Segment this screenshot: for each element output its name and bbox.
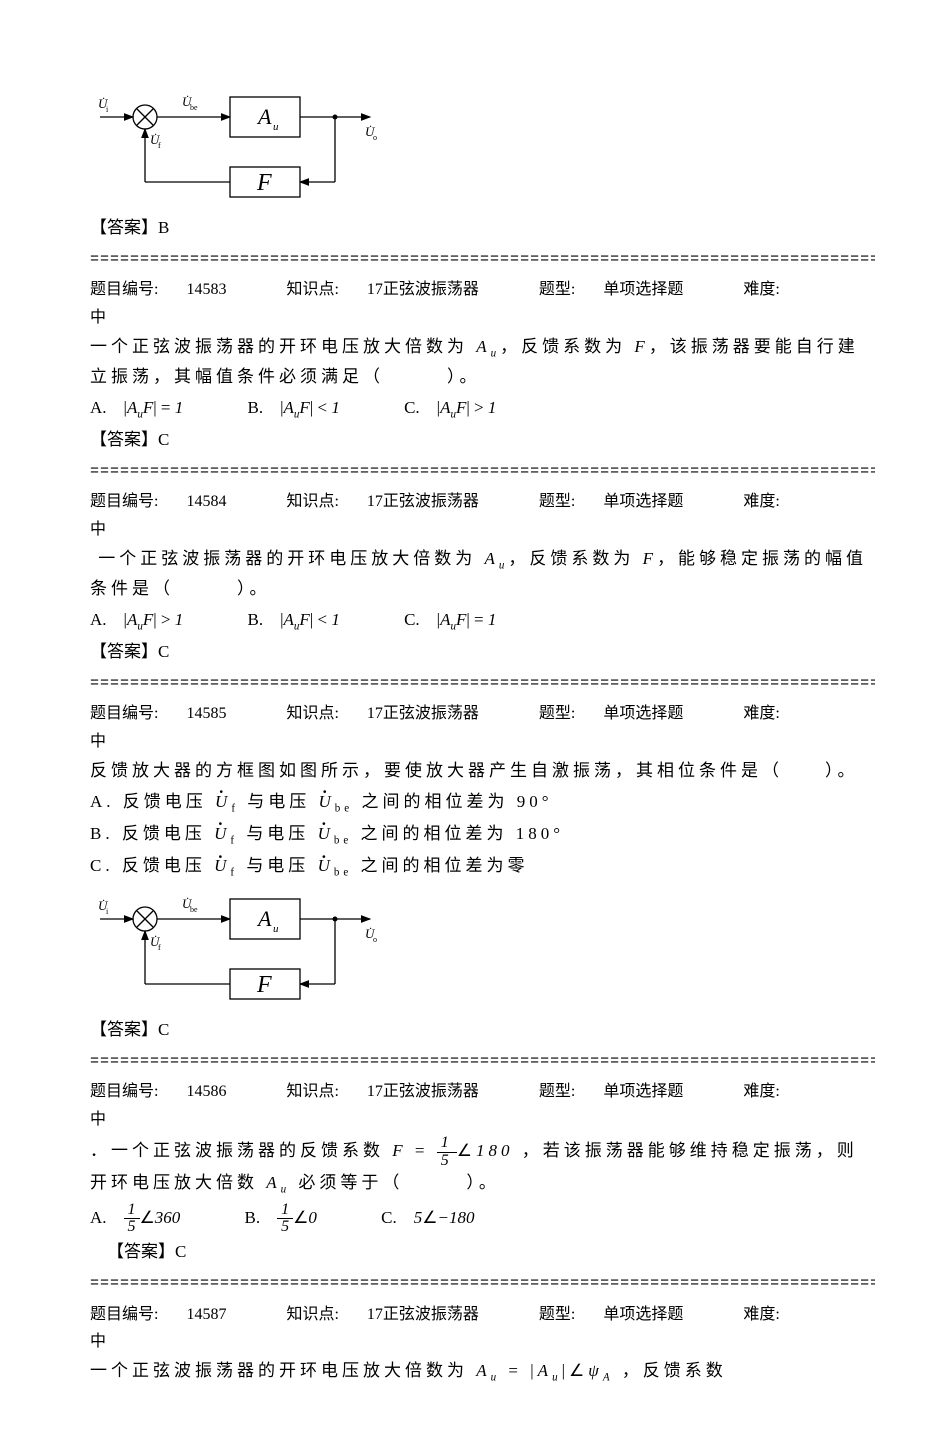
svg-text:i: i bbox=[106, 105, 109, 114]
question-meta: 题目编号:14586 知识点:17正弦波振荡器 题型:单项选择题 难度:中 bbox=[90, 1078, 875, 1132]
svg-text:u: u bbox=[273, 121, 279, 133]
svg-text:A: A bbox=[256, 104, 272, 129]
option-b: B. 反馈电压 Uf 与电压 Ube 之间的相位差为 180° bbox=[90, 820, 875, 850]
answer-value: B bbox=[158, 218, 169, 237]
option-c: C. |AuF| > 1 bbox=[404, 394, 496, 424]
option-a: A. |AuF| = 1 bbox=[90, 394, 183, 424]
answer-line: 【答案】B bbox=[90, 214, 875, 243]
svg-text:A: A bbox=[256, 906, 272, 931]
question-stem: 一个正弦波振荡器的开环电压放大倍数为 Au，反馈系数为 F，能够稳定振荡的幅值条… bbox=[90, 545, 875, 604]
svg-text:be: be bbox=[190, 103, 198, 112]
options-row: A. 15∠360 B. 15∠0 C. 5∠−180 bbox=[90, 1202, 875, 1237]
question-stem: ．一个正弦波振荡器的反馈系数 F = 15∠180 ，若该振荡器能够维持稳定振荡… bbox=[90, 1135, 875, 1200]
option-a: A. |AuF| > 1 bbox=[90, 606, 183, 636]
question-stem: 反馈放大器的方框图如图所示，要使放大器产生自激振荡，其相位条件是（ ）。 bbox=[90, 757, 875, 786]
svg-text:u: u bbox=[273, 923, 279, 935]
option-c: C. 反馈电压 Uf 与电压 Ube 之间的相位差为零 bbox=[90, 852, 875, 882]
separator: ========================================… bbox=[90, 459, 875, 485]
question-meta: 题目编号:14583 知识点:17正弦波振荡器 题型:单项选择题 难度:中 bbox=[90, 276, 875, 330]
question-meta: 题目编号:14584 知识点:17正弦波振荡器 题型:单项选择题 难度:中 bbox=[90, 488, 875, 542]
option-b: B. |AuF| < 1 bbox=[248, 394, 340, 424]
svg-text:i: i bbox=[106, 907, 109, 916]
option-a: A. 15∠360 bbox=[90, 1202, 180, 1237]
answer-line: 【答案】C bbox=[90, 1016, 875, 1045]
feedback-block-diagram: A u F U̇ i U̇ be U̇ f U̇ o bbox=[90, 82, 390, 212]
svg-text:be: be bbox=[190, 905, 198, 914]
answer-line: 【答案】C bbox=[90, 638, 875, 667]
svg-text:f: f bbox=[158, 141, 161, 150]
options-row: A. |AuF| = 1 B. |AuF| < 1 C. |AuF| > 1 bbox=[90, 394, 875, 424]
svg-text:F: F bbox=[256, 170, 272, 196]
option-b: B. |AuF| < 1 bbox=[248, 606, 340, 636]
question-stem: 一个正弦波振荡器的开环电压放大倍数为 Au，反馈系数为 F，该振荡器要能自行建立… bbox=[90, 333, 875, 392]
svg-text:f: f bbox=[158, 943, 161, 952]
answer-line: 【答案】C bbox=[90, 426, 875, 455]
options-row: A. |AuF| > 1 B. |AuF| < 1 C. |AuF| = 1 bbox=[90, 606, 875, 636]
answer-label: 【答案】 bbox=[90, 218, 158, 237]
separator: ========================================… bbox=[90, 1271, 875, 1297]
feedback-block-diagram: A u F U̇ i U̇ be U̇ f U̇ o bbox=[90, 884, 390, 1014]
separator: ========================================… bbox=[90, 247, 875, 273]
question-meta: 题目编号:14587 知识点:17正弦波振荡器 题型:单项选择题 难度:中 bbox=[90, 1301, 875, 1355]
question-stem: 一个正弦波振荡器的开环电压放大倍数为 Au = |Au|∠ψA ，反馈系数 bbox=[90, 1357, 875, 1387]
option-a: A. 反馈电压 Uf 与电压 Ube 之间的相位差为 90° bbox=[90, 788, 875, 818]
question-meta: 题目编号:14585 知识点:17正弦波振荡器 题型:单项选择题 难度:中 bbox=[90, 700, 875, 754]
svg-text:o: o bbox=[373, 935, 377, 944]
svg-text:F: F bbox=[256, 972, 272, 998]
option-b: B. 15∠0 bbox=[245, 1202, 317, 1237]
separator: ========================================… bbox=[90, 671, 875, 697]
separator: ========================================… bbox=[90, 1049, 875, 1075]
option-c: C. |AuF| = 1 bbox=[404, 606, 496, 636]
option-c: C. 5∠−180 bbox=[381, 1204, 474, 1233]
answer-line: 【答案】C bbox=[90, 1238, 875, 1267]
svg-text:o: o bbox=[373, 133, 377, 142]
